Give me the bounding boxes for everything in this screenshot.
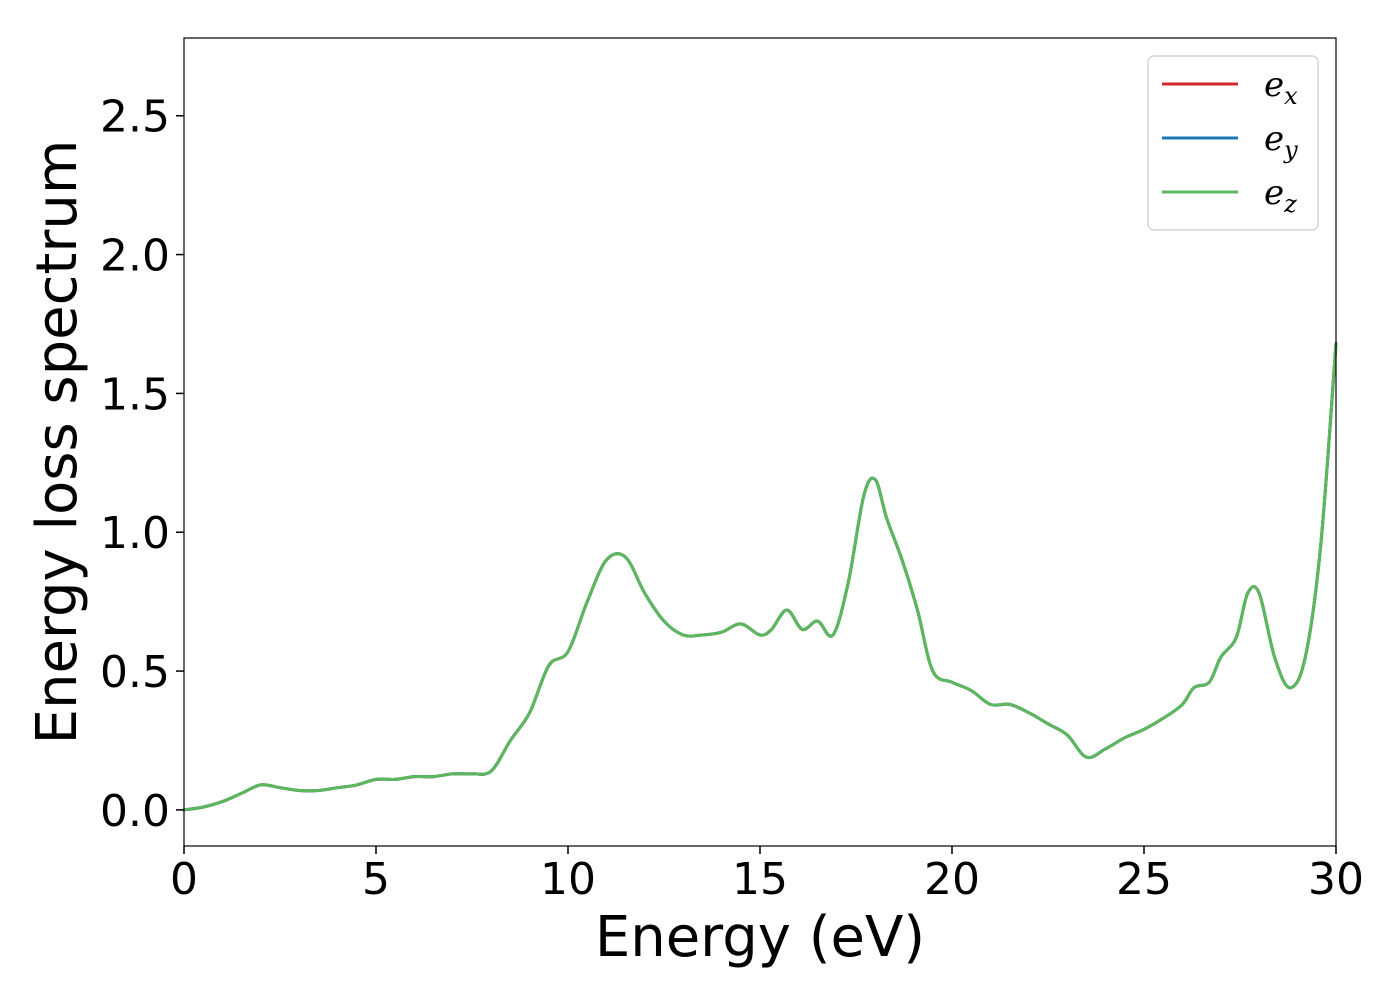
x-axis-ticks: 0 5 10 15 20 25 30 xyxy=(170,846,1364,905)
legend-frame xyxy=(1147,55,1319,231)
plot-background xyxy=(184,38,1336,846)
y-tick-label: 0.0 xyxy=(100,786,170,837)
y-tick-label: 1.5 xyxy=(100,369,170,420)
y-tick-label: 1.0 xyxy=(100,508,170,559)
x-tick-label: 20 xyxy=(924,854,980,905)
y-tick-label: 2.0 xyxy=(100,231,170,282)
series-layer xyxy=(182,341,1338,812)
x-tick-label: 30 xyxy=(1308,854,1364,905)
legend: ex ey ez xyxy=(1147,55,1319,231)
y-tick-label: 0.5 xyxy=(100,647,170,698)
x-tick-label: 5 xyxy=(362,854,390,905)
y-axis-title: Energy loss spectrum xyxy=(25,140,90,745)
legend-label-y: ey xyxy=(1264,119,1298,164)
series-line-z xyxy=(182,341,1338,812)
legend-label-z: ez xyxy=(1264,173,1297,218)
x-tick-label: 0 xyxy=(170,854,198,905)
x-tick-label: 10 xyxy=(540,854,596,905)
y-tick-label: 2.5 xyxy=(100,92,170,143)
legend-label-x: ex xyxy=(1264,65,1298,110)
x-tick-label: 25 xyxy=(1116,854,1172,905)
x-axis-title: Energy (eV) xyxy=(595,905,925,970)
y-axis-ticks: 0.0 0.5 1.0 1.5 2.0 2.5 xyxy=(100,92,184,837)
x-tick-label: 15 xyxy=(732,854,788,905)
